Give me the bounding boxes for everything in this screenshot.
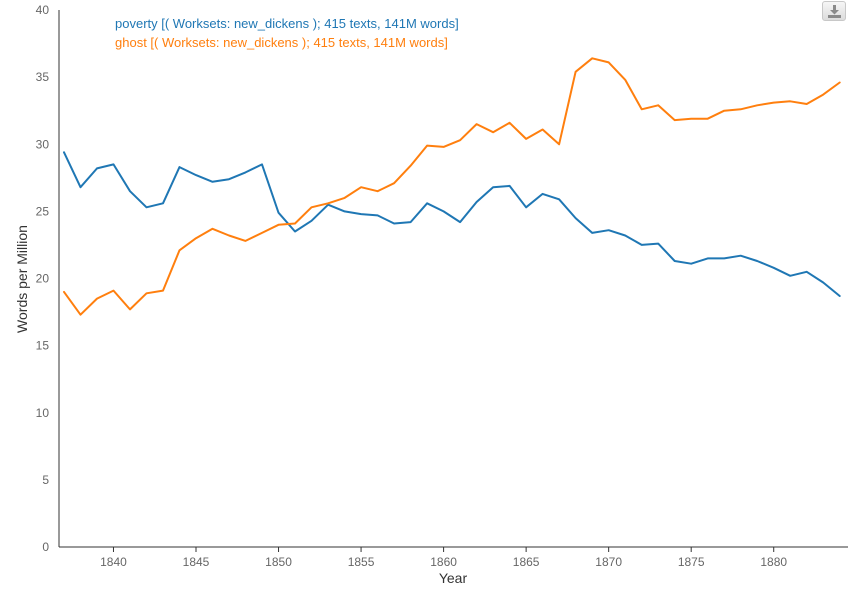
y-tick-label: 15 [36,339,50,353]
download-button[interactable] [822,1,846,21]
x-tick-label: 1855 [348,555,375,569]
x-tick-label: 1870 [595,555,622,569]
x-tick-label: 1860 [430,555,457,569]
x-tick-label: 1840 [100,555,127,569]
x-tick-label: 1865 [513,555,540,569]
x-tick-label: 1845 [183,555,210,569]
y-axis-title: Words per Million [14,225,30,333]
x-tick-label: 1875 [678,555,705,569]
y-tick-label: 25 [36,204,50,218]
y-tick-label: 30 [36,137,50,151]
x-axis: 1840 1845 1850 1855 1860 1865 1870 1875 1880 [100,547,787,569]
y-axis: 0 5 10 15 20 25 30 35 40 [36,3,50,554]
y-tick-label: 35 [36,70,50,84]
y-tick-label: 20 [36,272,50,286]
series-line-poverty[interactable] [63,151,841,297]
series-line-ghost[interactable] [63,57,841,316]
legend: poverty [( Worksets: new_dickens ); 415 … [115,16,459,50]
y-tick-label: 40 [36,3,50,17]
y-tick-label: 0 [42,540,49,554]
x-tick-label: 1850 [265,555,292,569]
download-icon [828,5,841,18]
series-layer [63,57,841,316]
x-tick-label: 1880 [760,555,787,569]
y-tick-label: 10 [36,406,50,420]
x-axis-title: Year [439,570,468,586]
legend-entry-poverty[interactable]: poverty [( Worksets: new_dickens ); 415 … [115,16,459,31]
legend-entry-ghost[interactable]: ghost [( Worksets: new_dickens ); 415 te… [115,35,448,50]
y-tick-label: 5 [42,473,49,487]
